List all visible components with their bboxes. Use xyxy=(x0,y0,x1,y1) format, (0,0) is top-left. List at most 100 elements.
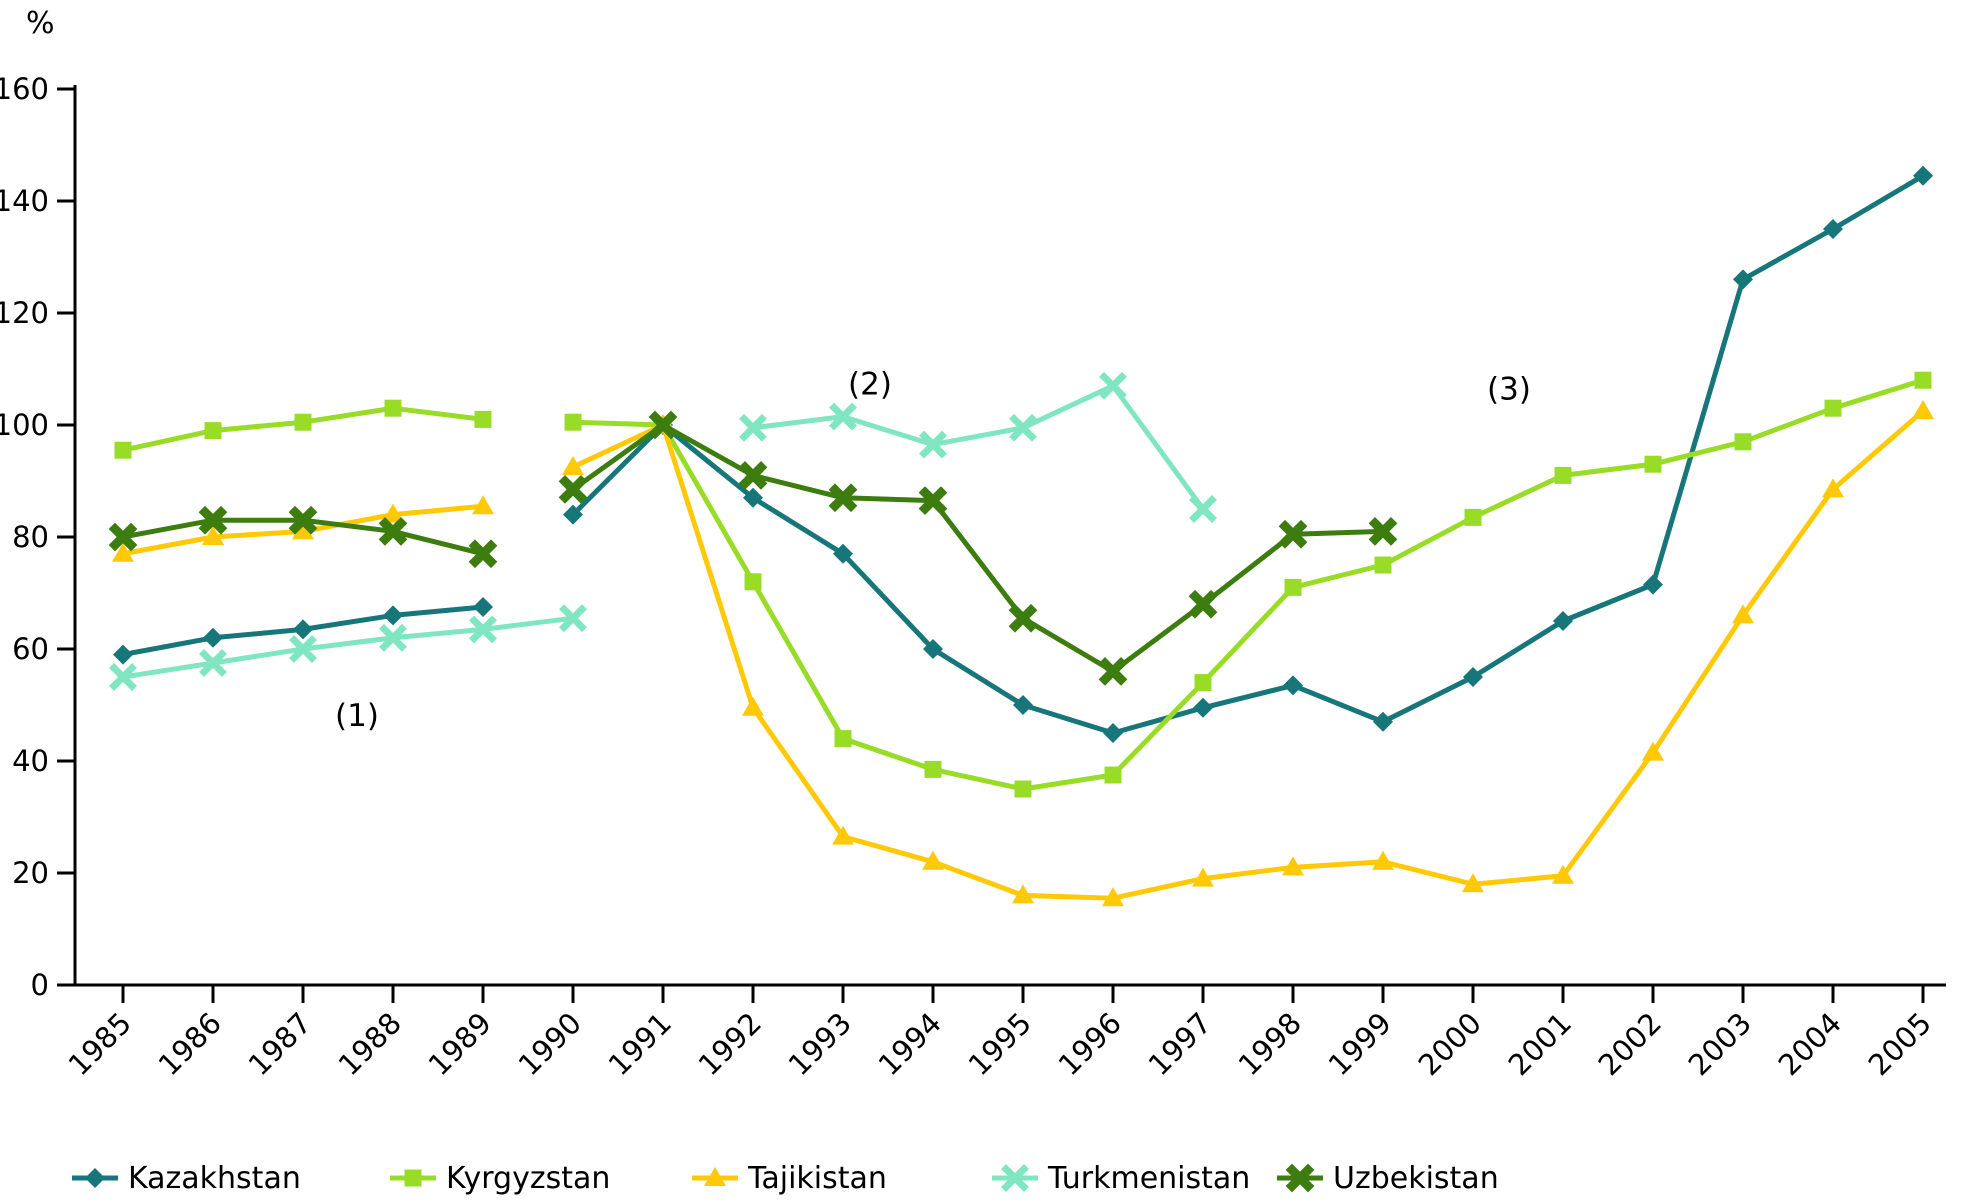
square-marker-icon xyxy=(404,1169,422,1187)
legend-item-kyrgyzstan: Kyrgyzstan xyxy=(390,1161,610,1196)
turkmenistan-marker xyxy=(379,623,407,652)
kazakhstan-marker xyxy=(1193,697,1213,718)
x-tick-label-group: 2000 xyxy=(1412,1006,1488,1082)
kazakhstan-marker xyxy=(563,504,583,525)
x-tick-label: 1993 xyxy=(782,1006,858,1082)
x-tick-label: 1990 xyxy=(512,1006,588,1082)
triangle-marker-icon xyxy=(704,1167,726,1186)
turkmenistan-marker xyxy=(469,615,497,644)
x-tick-label: 1986 xyxy=(152,1006,228,1082)
x-tick-label-group: 1999 xyxy=(1322,1006,1398,1082)
x-tick-label: 1988 xyxy=(332,1006,408,1082)
tajikistan-marker xyxy=(1462,873,1484,893)
y-tick-label: 60 xyxy=(12,632,49,666)
x-bold-marker-icon xyxy=(1285,1163,1315,1193)
x-tick-label-group: 1991 xyxy=(602,1006,678,1082)
turkmenistan-marker xyxy=(739,413,767,442)
x-tick-label-group: 1990 xyxy=(512,1006,588,1082)
kazakhstan-marker xyxy=(1643,574,1663,595)
x-tick-label-group: 1992 xyxy=(692,1006,768,1082)
kazakhstan-marker xyxy=(1463,667,1483,687)
series-kazakhstan xyxy=(113,165,1933,743)
x-tick-label-group: 2002 xyxy=(1592,1006,1668,1082)
kyrgyzstan-marker xyxy=(1014,780,1032,798)
kyrgyzstan-marker xyxy=(1644,455,1662,473)
tajikistan-marker xyxy=(742,696,764,716)
uzbekistan-marker xyxy=(918,486,948,515)
turkmenistan-marker xyxy=(1099,371,1127,400)
y-tick-label: 80 xyxy=(12,520,49,554)
kyrgyzstan-marker xyxy=(924,760,942,778)
kazakhstan-marker xyxy=(1283,675,1303,696)
x-ticks: 1985 1986 1987 1988 1989 1990 1991 1992 1993 1994… xyxy=(62,985,1938,1082)
x-tick-label-group: 1989 xyxy=(422,1006,498,1082)
tajikistan-marker xyxy=(1552,864,1574,884)
turkmenistan-marker xyxy=(1189,495,1217,523)
uzbekistan-marker xyxy=(108,522,138,552)
x-tick-label: 2004 xyxy=(1772,1006,1848,1082)
tajikistan-marker xyxy=(202,526,224,545)
uzbekistan-marker xyxy=(1368,517,1398,546)
series-line-turkmenistan xyxy=(750,383,1206,512)
legend: Kazakhstan Kyrgyzstan Tajikistan Turkmenist… xyxy=(72,1161,1499,1196)
x-tick-label: 1995 xyxy=(962,1006,1038,1082)
x-tick-label-group: 2004 xyxy=(1772,1006,1848,1082)
turkmenistan-marker xyxy=(289,635,317,663)
y-tick-label: 120 xyxy=(0,296,49,330)
uzbekistan-marker xyxy=(378,517,408,546)
x-tick-label: 1996 xyxy=(1052,1006,1128,1082)
tajikistan-marker xyxy=(562,456,584,475)
x-tick-label: 1989 xyxy=(422,1006,498,1082)
x-tick-label: 1992 xyxy=(692,1006,768,1082)
tajikistan-marker xyxy=(1102,887,1124,907)
tajikistan-marker xyxy=(1912,400,1934,419)
x-tick-label-group: 2005 xyxy=(1862,1006,1938,1082)
tajikistan-marker xyxy=(1012,884,1034,904)
x-tick-label-group: 1998 xyxy=(1232,1006,1308,1082)
kazakhstan-marker xyxy=(1733,269,1753,290)
legend-item-tajikistan: Tajikistan xyxy=(692,1161,887,1196)
legend-label-kazakhstan: Kazakhstan xyxy=(128,1161,301,1196)
turkmenistan-marker xyxy=(559,604,587,633)
uzbekistan-marker xyxy=(1098,657,1128,686)
kyrgyzstan-marker xyxy=(1104,766,1122,784)
x-tick-label: 1999 xyxy=(1322,1006,1398,1082)
series-kyrgyzstan xyxy=(114,371,1932,798)
uzbekistan-marker xyxy=(468,539,498,569)
series-turkmenistan xyxy=(109,371,1217,691)
y-tick-label: 0 xyxy=(31,968,49,1002)
x-tick-label-group: 1996 xyxy=(1052,1006,1128,1082)
x-tick-label: 1991 xyxy=(602,1006,678,1082)
x-tick-label-group: 2003 xyxy=(1682,1006,1758,1082)
kazakhstan-marker xyxy=(1373,711,1393,732)
x-tick-label-group: 1986 xyxy=(152,1006,228,1082)
x-tick-label: 1994 xyxy=(872,1006,948,1082)
tajikistan-marker xyxy=(112,542,134,562)
tajikistan-marker xyxy=(1282,856,1304,876)
x-tick-label: 1998 xyxy=(1232,1006,1308,1082)
tajikistan-marker xyxy=(922,850,944,870)
kyrgyzstan-marker xyxy=(384,399,402,417)
series-line-uzbekistan xyxy=(570,422,1386,674)
annotation-1: (1) xyxy=(335,698,379,734)
tajikistan-marker xyxy=(472,495,494,515)
x-tick-label-group: 1997 xyxy=(1142,1006,1218,1082)
x-tick-label-group: 1994 xyxy=(872,1006,948,1082)
y-tick-label: 20 xyxy=(12,856,49,890)
tajikistan-marker xyxy=(1642,741,1664,761)
kyrgyzstan-marker xyxy=(1374,556,1392,574)
tajikistan-marker xyxy=(832,825,854,845)
legend-label-kyrgyzstan: Kyrgyzstan xyxy=(446,1161,610,1196)
annotation-3: (3) xyxy=(1487,372,1531,408)
turkmenistan-marker xyxy=(199,649,227,677)
uzbekistan-marker xyxy=(648,410,678,440)
x-tick-label: 1985 xyxy=(62,1006,138,1082)
x-tick-label-group: 1987 xyxy=(242,1006,318,1082)
x-tick-label: 2001 xyxy=(1502,1006,1578,1082)
kyrgyzstan-marker xyxy=(114,441,132,459)
uzbekistan-marker xyxy=(1008,603,1038,633)
series-line-tajikistan xyxy=(570,408,1926,901)
series-line-kazakhstan xyxy=(570,173,1926,736)
x-tick-label: 1987 xyxy=(242,1006,318,1082)
